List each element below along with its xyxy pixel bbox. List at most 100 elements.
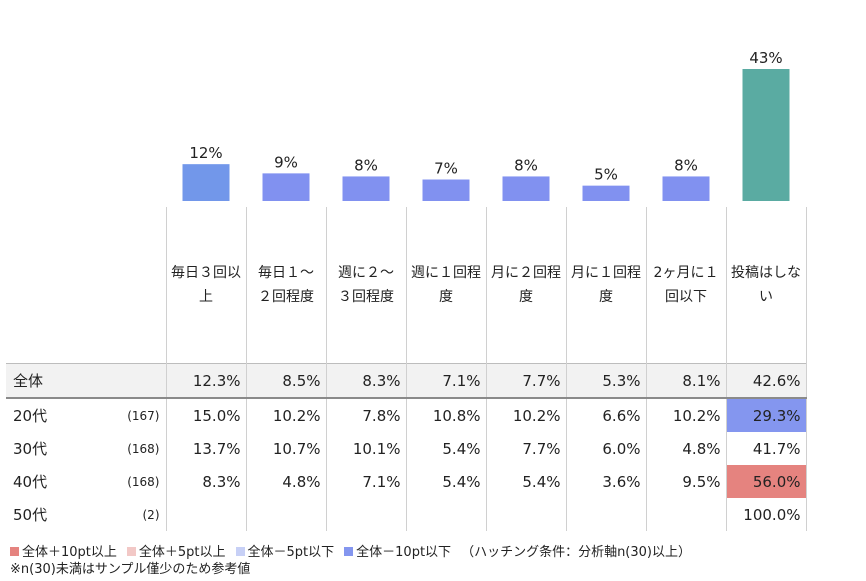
table-cell: 10.1% <box>325 432 406 465</box>
table-cell: 7.1% <box>325 465 406 498</box>
bar-8 <box>742 69 790 201</box>
table-cell: 5.4% <box>405 465 486 498</box>
row-sample-size: (168) <box>127 474 160 489</box>
total-row: 全体 12.3% 8.5% 8.3% 7.1% 7.7% 5.3% 8.1% 42.6% <box>6 363 807 399</box>
table-cell: 5.4% <box>485 465 566 498</box>
table-cell: 7.8% <box>325 398 406 432</box>
row-sample-size: (167) <box>127 408 160 423</box>
legend-item: 全体＋5pt以上 <box>126 541 226 560</box>
table-cell: 100.0% <box>725 498 807 531</box>
legend-item: 全体－5pt以下 <box>235 541 335 560</box>
category-header: 週に１回程度 <box>405 207 486 364</box>
row-sample-size: (168) <box>127 441 160 456</box>
category-header: 2ヶ月に１ 回以下 <box>645 207 726 364</box>
bar-value-label: 8% <box>674 156 698 174</box>
row-label: 40代 <box>13 473 48 491</box>
legend-label: 全体＋5pt以上 <box>138 545 226 560</box>
table-row: 30代 (168) 13.7% 10.7% 10.1% 5.4% 7.7% 6.0% 4.8% 4… <box>6 432 807 465</box>
bar-value-label: 8% <box>354 156 378 174</box>
category-header-line: 毎日３回以 <box>171 265 241 281</box>
category-header-line: 上 <box>199 289 213 305</box>
legend-condition: （ハッチング条件：分析軸n(30)以上） <box>461 545 691 560</box>
category-header-line: 週に２～ <box>338 265 394 281</box>
category-header: 毎日３回以上 <box>165 207 246 364</box>
table-cell: 13.7% <box>165 432 246 465</box>
table-cell: 8.1% <box>645 363 726 399</box>
table-cell: 7.1% <box>405 363 486 399</box>
table-cell: 12.3% <box>165 363 246 399</box>
legend-label: 全体＋10pt以上 <box>22 545 117 560</box>
table-cell: 10.2% <box>485 398 566 432</box>
bar-value-label: 43% <box>749 49 782 67</box>
row-label-cell: 40代 (168) <box>6 465 166 498</box>
category-header-line: 週に１回程 <box>411 265 481 281</box>
table-cell: 29.3% <box>725 398 807 432</box>
bar-4 <box>422 179 470 201</box>
table-cell: 15.0% <box>165 398 246 432</box>
table-row: 50代 (2) 100.0% <box>6 498 807 531</box>
bar-value-label: 8% <box>514 156 538 174</box>
table-row: 20代 (167) 15.0% 10.2% 7.8% 10.8% 10.2% 6.6% 10.2… <box>6 398 807 432</box>
category-header: 月に２回程度 <box>485 207 566 364</box>
legend-swatch <box>344 547 354 556</box>
bar-value-label: 12% <box>189 144 222 162</box>
footnote: ※n(30)未満はサンプル僅少のため参考値 <box>10 562 251 577</box>
bar-value-label: 5% <box>594 166 618 184</box>
table-cell <box>565 498 646 531</box>
bar-3 <box>342 176 390 201</box>
table-cell: 7.7% <box>485 363 566 399</box>
table-cell: 10.7% <box>245 432 326 465</box>
table-cell: 6.0% <box>565 432 646 465</box>
table-cell <box>325 498 406 531</box>
bar-chart: 12% 9% 8% 7% 8% 5% 8% 43% <box>182 49 790 201</box>
row-label: 全体 <box>13 372 44 390</box>
category-header: 毎日１～ ２回程度 <box>245 207 326 364</box>
category-header: 月に１回程度 <box>565 207 646 364</box>
table-cell: 4.8% <box>245 465 326 498</box>
row-label: 30代 <box>13 440 48 458</box>
legend-label: 全体－5pt以下 <box>247 545 335 560</box>
table-cell: 3.6% <box>565 465 646 498</box>
table-cell: 8.5% <box>245 363 326 399</box>
row-label-cell: 30代 (168) <box>6 432 166 465</box>
row-label: 50代 <box>13 506 48 524</box>
bar-1 <box>182 164 230 201</box>
row-label-cell: 全体 <box>6 363 166 399</box>
bar-6 <box>582 185 630 201</box>
table-cell <box>405 498 486 531</box>
category-header-line: 月に１回程 <box>571 265 641 281</box>
row-label: 20代 <box>13 407 48 425</box>
table-cell: 9.5% <box>645 465 726 498</box>
table-cell: 6.6% <box>565 398 646 432</box>
category-header-line: 月に２回程 <box>491 265 561 281</box>
table-cell: 7.7% <box>485 432 566 465</box>
legend-swatch <box>235 547 245 556</box>
table-cell: 4.8% <box>645 432 726 465</box>
table-cell: 5.4% <box>405 432 486 465</box>
table-cell: 5.3% <box>565 363 646 399</box>
table-cell <box>245 498 326 531</box>
table-cell: 42.6% <box>725 363 807 399</box>
category-header: 週に２～ ３回程度 <box>325 207 406 364</box>
row-label-cell: 50代 (2) <box>6 498 166 531</box>
category-header-line: 度 <box>599 289 613 305</box>
bar-2 <box>262 173 310 201</box>
legend-swatch <box>126 547 136 556</box>
table-cell: 10.8% <box>405 398 486 432</box>
category-header-line: ２回程度 <box>258 289 314 305</box>
category-header-line: 度 <box>439 289 453 305</box>
table-row: 40代 (168) 8.3% 4.8% 7.1% 5.4% 5.4% 3.6% 9.5% 56.0… <box>6 465 807 498</box>
table-cell <box>165 498 246 531</box>
bar-7 <box>662 176 710 201</box>
category-header-line: 毎日１～ <box>258 265 314 281</box>
table-cell: 8.3% <box>325 363 406 399</box>
table-cell <box>485 498 566 531</box>
row-label-cell: 20代 (167) <box>6 398 166 432</box>
table-cell: 8.3% <box>165 465 246 498</box>
table-cell <box>645 498 726 531</box>
category-header-line: い <box>759 289 773 305</box>
category-header-line: 2ヶ月に１ <box>653 265 719 281</box>
bar-5 <box>502 176 550 201</box>
legend-label: 全体－10pt以下 <box>356 545 452 560</box>
legend-swatch <box>10 547 19 556</box>
